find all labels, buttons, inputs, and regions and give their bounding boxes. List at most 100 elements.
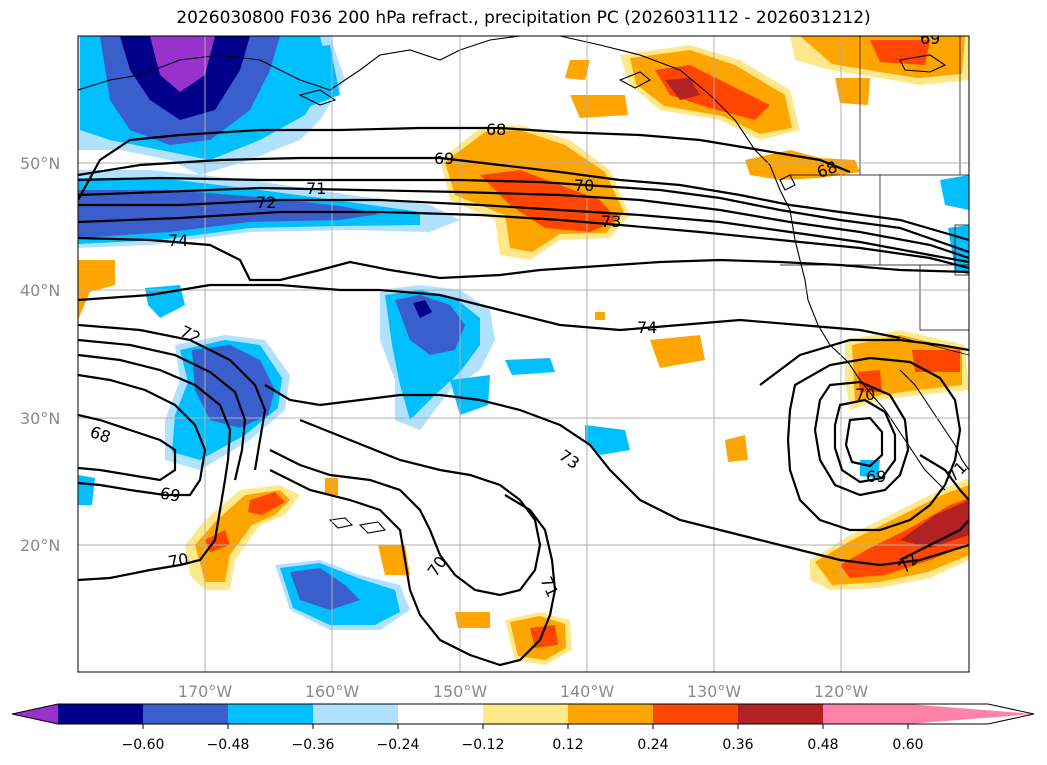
contour-69-north xyxy=(78,156,969,242)
border-us-mexico xyxy=(889,334,969,356)
lon-tick-label: 140°W xyxy=(560,682,615,701)
colorbar-segment xyxy=(228,704,313,724)
contour-label: 70 xyxy=(855,385,875,404)
contour-label: 71 xyxy=(306,179,326,198)
pos-region-ne-corner-strong xyxy=(870,40,930,65)
pos-region-california-strong xyxy=(912,350,960,372)
contour-69-west xyxy=(78,373,207,497)
pos-region-gulf-patch xyxy=(565,60,590,80)
lon-tick-label: 150°W xyxy=(433,682,488,701)
pos-region-hawaii-east-mid xyxy=(195,490,290,582)
colorbar-extend-low xyxy=(12,704,58,724)
border-misc xyxy=(954,224,969,276)
coast-islands-1 xyxy=(618,71,651,89)
colorbar-tick-label: 0.60 xyxy=(892,737,923,753)
lon-tick-label: 160°W xyxy=(305,682,360,701)
colorbar-ticks xyxy=(142,724,909,729)
neg-region-northwest-violet xyxy=(150,36,215,92)
colorbar-segment xyxy=(58,704,143,724)
coast-mexico xyxy=(899,369,969,471)
lat-tick-label: 40°N xyxy=(20,281,60,300)
colorbar-tick-label: −0.12 xyxy=(462,737,505,753)
contour-71-east xyxy=(786,356,962,532)
coast-bc xyxy=(779,189,801,261)
colorbar-tick-label: −0.36 xyxy=(292,737,335,753)
contour-label: 74 xyxy=(637,318,657,337)
pos-region-north-strong xyxy=(480,170,618,232)
contour-label: 68 xyxy=(486,120,506,139)
contour-label: 69 xyxy=(920,29,940,48)
lon-tick-labels: 170°W 160°W 150°W 140°W 130°W 120°W xyxy=(178,682,869,701)
contour-69-east xyxy=(833,398,897,484)
contour-74-north xyxy=(78,236,969,282)
colorbar-segment xyxy=(823,704,908,724)
pos-region-hawaii-east-strong xyxy=(248,492,285,515)
contour-70-central xyxy=(269,418,542,597)
refractivity-contours xyxy=(78,126,969,667)
coast-islands-3 xyxy=(779,174,796,191)
contour-label: 70 xyxy=(574,176,594,195)
contour-72-east xyxy=(759,338,969,386)
coast-baja xyxy=(884,409,946,491)
colorbar-tick-label: 0.12 xyxy=(552,737,583,753)
neg-region-small-east xyxy=(585,425,630,455)
lat-tick-label: 50°N xyxy=(20,154,60,173)
contour-label: 69 xyxy=(866,467,886,486)
contour-73-north xyxy=(78,210,969,270)
contour-label: 69 xyxy=(434,149,454,168)
contour-74-south xyxy=(78,283,901,340)
contour-71-central xyxy=(269,469,557,667)
pos-region-small-central2 xyxy=(725,435,748,462)
neg-region-hawaii-west-strong xyxy=(192,345,275,428)
pos-region-small-dot3 xyxy=(378,545,410,575)
neg-region-central-dark xyxy=(413,300,432,318)
colorbar-tick-label: 0.24 xyxy=(637,737,668,753)
colorbar-extend-high xyxy=(908,704,1034,724)
map-title: 2026030800 F036 200 hPa refract., precip… xyxy=(176,8,871,28)
contour-label: 73 xyxy=(601,212,621,231)
border-canada-provinces xyxy=(859,36,961,175)
lat-tick-label: 30°N xyxy=(20,409,60,428)
coast-islands-2 xyxy=(899,54,947,73)
neg-region-south-strong xyxy=(290,568,360,610)
lon-tick-label: 170°W xyxy=(178,682,233,701)
contour-73-central xyxy=(264,384,969,567)
contour-70-east xyxy=(813,380,910,497)
pos-region-bc-patch xyxy=(745,150,860,180)
pos-region-small-dot1 xyxy=(595,312,605,320)
pos-region-canada-patch xyxy=(835,78,870,105)
contour-69-southeast xyxy=(919,454,969,501)
contour-68-north xyxy=(78,126,851,201)
plot-frame xyxy=(77,35,970,673)
pos-region-southeast-dark xyxy=(900,500,969,548)
coast-hawaii xyxy=(328,517,387,534)
contour-72-southeast xyxy=(899,519,969,561)
colorbar-tick-label: 0.48 xyxy=(807,737,838,753)
colorbar: −0.60 −0.48 −0.36 −0.24 −0.12 0.12 0.24 … xyxy=(11,703,1035,753)
pos-region-alaska-dark xyxy=(665,78,700,100)
neg-region-small-ne1 xyxy=(940,175,969,210)
colorbar-outline xyxy=(11,703,1035,725)
contour-label: 74 xyxy=(168,231,188,250)
border-us-states-2 xyxy=(919,265,969,331)
pos-region-alaska-small xyxy=(570,95,628,118)
neg-region-small-mid1 xyxy=(505,358,555,375)
lon-tick-label: 130°W xyxy=(687,682,742,701)
contour-68-west xyxy=(78,413,177,482)
contour-70-west xyxy=(78,353,232,582)
coast-gulf-alaska xyxy=(559,36,781,191)
contour-71-west xyxy=(78,338,247,481)
colorbar-tick-label: 0.36 xyxy=(722,737,753,753)
contour-71-north xyxy=(78,186,969,260)
colorbar-segment xyxy=(398,704,483,724)
plot-area: 68 69 71 72 74 70 73 74 72 68 69 70 73 7… xyxy=(78,29,969,672)
pos-region-small-dot4 xyxy=(455,612,490,628)
pos-region-california-strong2 xyxy=(858,370,882,392)
contour-label: 70 xyxy=(167,549,190,571)
lat-tick-labels: 50°N 40°N 30°N 20°N xyxy=(20,154,60,555)
contour-72-north xyxy=(78,198,969,264)
contour-72-west xyxy=(78,323,267,471)
colorbar-segment xyxy=(143,704,228,724)
colorbar-segment xyxy=(738,704,823,724)
